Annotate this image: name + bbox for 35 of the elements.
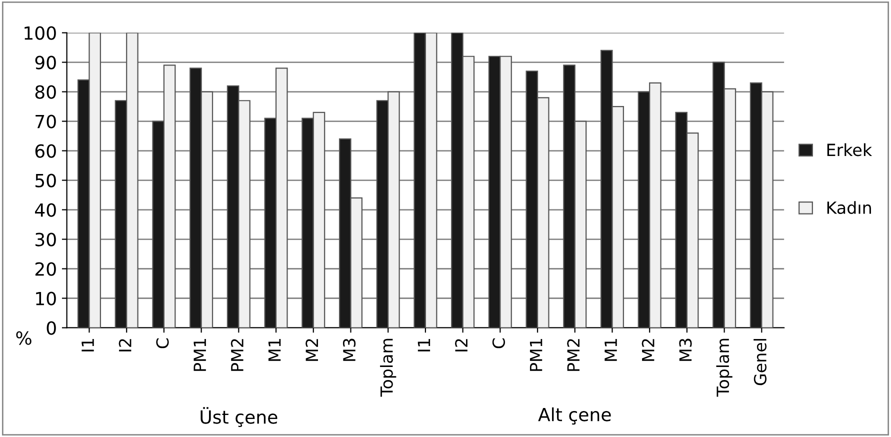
x-tick-label: I1 <box>82 339 94 352</box>
y-tick-label: 20 <box>35 262 56 276</box>
x-tick-label: M3 <box>342 338 356 361</box>
y-tick-label: 40 <box>35 203 56 217</box>
x-tick-label: I2 <box>455 339 468 352</box>
y-tick-label: 60 <box>35 144 56 158</box>
y-tick-label: 80 <box>35 85 56 99</box>
y-tick-label: 70 <box>36 114 56 128</box>
y-axis-title: % <box>16 331 32 345</box>
x-tick-label: Toplam <box>380 338 396 397</box>
text: Alt çene <box>538 407 611 425</box>
legend-label: Kadın <box>827 201 871 214</box>
y-tick-label: 10 <box>36 292 56 306</box>
x-tick-label: Toplam <box>716 338 732 397</box>
x-tick-label: M2 <box>642 339 654 361</box>
x-tick-label: C <box>156 338 169 348</box>
y-tick-label: 0 <box>46 321 56 335</box>
x-tick-label: M1 <box>268 339 281 361</box>
x-tick-label: M1 <box>604 339 617 361</box>
x-tick-label: Genel <box>754 339 766 386</box>
x-tick-label: I1 <box>418 339 430 352</box>
x-tick-label: M2 <box>306 339 318 361</box>
x-tick-label: PM2 <box>230 339 244 371</box>
y-tick-label: 90 <box>35 56 56 70</box>
x-tick-label: PM1 <box>530 339 542 371</box>
y-tick-label: 100 <box>24 26 56 40</box>
x-tick-label: C <box>492 338 506 348</box>
x-tick-label: PM2 <box>567 339 580 371</box>
text: Üst çene <box>200 407 278 428</box>
y-tick-label: 50 <box>36 174 56 188</box>
x-tick-label: PM1 <box>194 339 206 371</box>
y-tick-label: 30 <box>36 232 56 246</box>
x-tick-label: M3 <box>679 338 692 361</box>
legend-label: Erkek <box>827 143 872 156</box>
x-tick-label: I2 <box>118 339 132 352</box>
